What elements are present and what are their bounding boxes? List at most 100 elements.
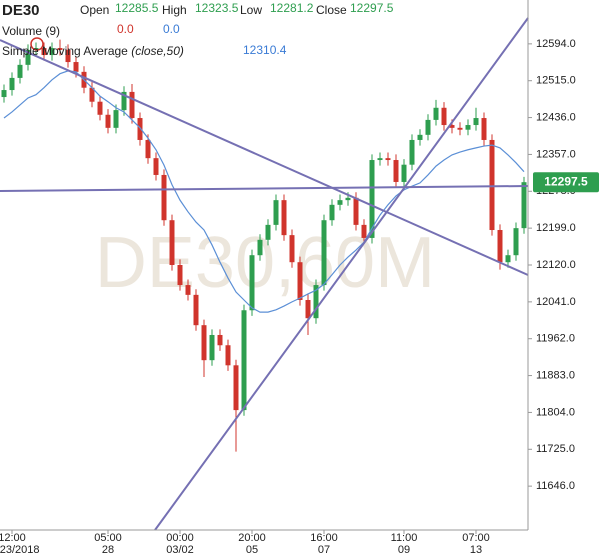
candle-body (297, 262, 303, 300)
candle-body (161, 174, 167, 221)
candle-body (169, 220, 175, 265)
candle-body (137, 118, 143, 140)
candle-body (17, 64, 23, 78)
y-tick-label: 12120.0 (536, 259, 576, 271)
candle-body (217, 334, 223, 346)
candle-body (265, 224, 271, 240)
value: 0.0 (117, 22, 134, 36)
candle-body (465, 125, 471, 130)
candle-body (97, 101, 103, 115)
candle-body (185, 285, 191, 295)
candle-body (105, 114, 111, 128)
candle-body (489, 139, 495, 231)
x-tick-label: 02/23/2018 (0, 544, 40, 556)
x-tick-label: 12:00 (0, 532, 26, 544)
x-tick-label: 05:00 (94, 532, 122, 544)
candle-body (233, 365, 239, 411)
candle-body (209, 334, 215, 361)
candle-body (41, 48, 47, 56)
candle-body (49, 48, 55, 56)
y-tick-label: 12436.0 (536, 111, 576, 123)
candle-body (521, 182, 527, 229)
watermark: DE30,60M (95, 223, 435, 303)
y-tick-label: 12594.0 (536, 38, 576, 50)
marker (30, 37, 44, 51)
candle-body (505, 255, 511, 263)
candle-body (353, 197, 359, 225)
candle-body (377, 158, 383, 161)
candle-body (433, 107, 439, 120)
x-tick-label: 09 (398, 544, 410, 556)
candle-body (313, 285, 319, 319)
candle-body (145, 139, 151, 159)
value: 12310.4 (243, 43, 287, 57)
candle-body (417, 134, 423, 140)
candle-body (289, 235, 295, 263)
candle-body (201, 325, 207, 361)
candle-body (9, 77, 15, 91)
candle-body (65, 49, 71, 63)
y-tick-label: 11646.0 (536, 480, 575, 492)
trend-line (154, 17, 529, 531)
y-tick-label: 11725.0 (536, 443, 575, 455)
candle-body (89, 87, 95, 102)
candle-body (441, 107, 447, 126)
candle-body (273, 200, 279, 225)
candle-body (457, 127, 463, 130)
trend-line (0, 39, 529, 276)
candle-body (329, 204, 335, 221)
candle-body (1, 90, 7, 98)
label: Simple Moving Average (close,50) (2, 44, 184, 58)
label: Close (316, 3, 347, 17)
candle-body (73, 62, 79, 72)
value: 12281.2 (270, 1, 314, 15)
x-tick-label: 03/02 (166, 544, 194, 556)
x-tick-label: 05 (246, 544, 258, 556)
price-tag-label: 12297.5 (544, 174, 588, 188)
candle-body (337, 200, 343, 205)
candle-body (385, 158, 391, 161)
candle-body (281, 200, 287, 236)
y-tick-label: 11883.0 (536, 369, 575, 381)
x-tick-label: 16:00 (310, 532, 338, 544)
price-tag (533, 172, 599, 193)
candle-body (473, 118, 479, 126)
x-tick-label: 00:00 (166, 532, 194, 544)
value: 12297.5 (350, 1, 394, 15)
y-tick-label: 12041.0 (536, 296, 576, 308)
candle-body (193, 294, 199, 326)
sma-line (3, 70, 525, 313)
candle-body (321, 220, 327, 286)
symbol: DE30 (2, 2, 40, 19)
candle-body (513, 228, 519, 256)
candle-body (113, 110, 119, 128)
candle-body (497, 230, 503, 263)
candle-body (129, 91, 135, 119)
label: (close,50) (131, 44, 184, 58)
x-tick-label: 07 (318, 544, 330, 556)
candle-body (401, 164, 407, 182)
candle-body (481, 118, 487, 140)
plot (1, 39, 527, 452)
label: Simple Moving Average (2, 44, 128, 58)
y-tick-label: 11962.0 (536, 333, 575, 345)
candle-body (257, 239, 263, 256)
label: Low (240, 3, 262, 17)
candle-body (121, 91, 127, 111)
candle-body (345, 197, 351, 201)
value: 12285.5 (115, 1, 159, 15)
label: Open (80, 3, 109, 17)
value: 12323.5 (195, 1, 239, 15)
candle-body (241, 310, 247, 411)
candle-body (33, 48, 39, 50)
candle-body (177, 265, 183, 286)
trend-line (0, 185, 529, 192)
candle-body (449, 125, 455, 128)
label: High (162, 3, 187, 17)
candle-body (369, 160, 375, 238)
label: Volume (9) (2, 24, 60, 38)
x-tick-label: 20:00 (238, 532, 266, 544)
candle-body (409, 139, 415, 165)
y-tick-label: 12515.0 (536, 75, 576, 87)
